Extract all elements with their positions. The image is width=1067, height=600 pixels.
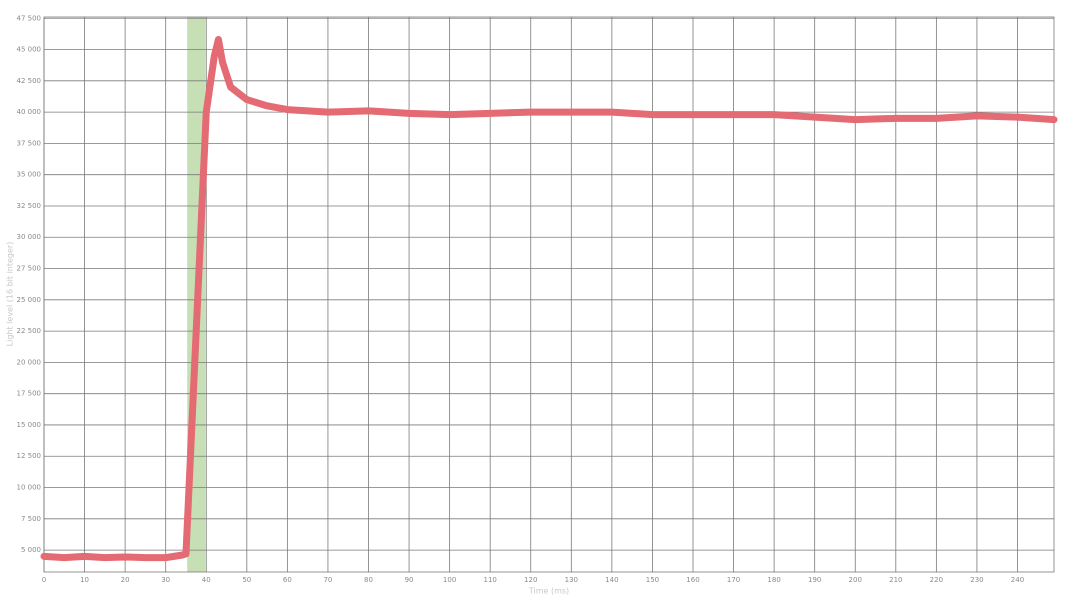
y-tick-label: 12 500: [17, 452, 42, 460]
x-tick-label: 110: [483, 576, 496, 584]
data-line: [40, 36, 1058, 562]
x-tick-label: 100: [443, 576, 456, 584]
x-tick-label: 120: [524, 576, 537, 584]
y-tick-label: 40 000: [17, 108, 42, 116]
y-axis-title: Light level (16 bit integer): [6, 242, 15, 347]
x-tick-label: 70: [323, 576, 332, 584]
x-tick-label: 90: [405, 576, 414, 584]
x-tick-label: 130: [565, 576, 578, 584]
y-tick-label: 20 000: [17, 358, 42, 366]
x-tick-label: 10: [80, 576, 89, 584]
y-tick-label: 15 000: [17, 421, 42, 429]
y-tick-label: 30 000: [17, 233, 42, 241]
y-tick-label: 5 000: [21, 546, 41, 554]
x-tick-label: 220: [930, 576, 943, 584]
x-tick-label: 180: [767, 576, 780, 584]
y-tick-label: 35 000: [17, 171, 42, 179]
x-tick-label: 170: [727, 576, 740, 584]
x-tick-label: 0: [42, 576, 46, 584]
y-tick-label: 7 500: [21, 515, 41, 523]
x-tick-label: 40: [202, 576, 211, 584]
y-tick-label: 47 500: [17, 14, 42, 22]
y-tick-label: 17 500: [17, 390, 42, 398]
x-tick-label: 60: [283, 576, 292, 584]
y-tick-label: 10 000: [17, 484, 42, 492]
x-tick-label: 230: [970, 576, 983, 584]
x-tick-label: 30: [161, 576, 170, 584]
x-tick-label: 160: [686, 576, 699, 584]
x-tick-label: 240: [1011, 576, 1024, 584]
y-tick-label: 32 500: [17, 202, 42, 210]
x-tick-label: 80: [364, 576, 373, 584]
x-tick-label: 200: [849, 576, 862, 584]
y-tick-label: 37 500: [17, 139, 42, 147]
x-tick-label: 20: [121, 576, 130, 584]
y-tick-label: 25 000: [17, 296, 42, 304]
y-tick-label: 45 000: [17, 46, 42, 54]
y-tick-label: 42 500: [17, 77, 42, 85]
y-tick-label: 22 500: [17, 327, 42, 335]
x-axis-title: Time (ms): [528, 587, 569, 596]
x-tick-label: 150: [646, 576, 659, 584]
x-tick-label: 210: [889, 576, 902, 584]
x-tick-label: 190: [808, 576, 821, 584]
plot-frame: [43, 16, 1055, 573]
x-tick-label: 50: [242, 576, 251, 584]
x-tick-label: 140: [605, 576, 618, 584]
y-tick-label: 27 500: [17, 265, 42, 273]
